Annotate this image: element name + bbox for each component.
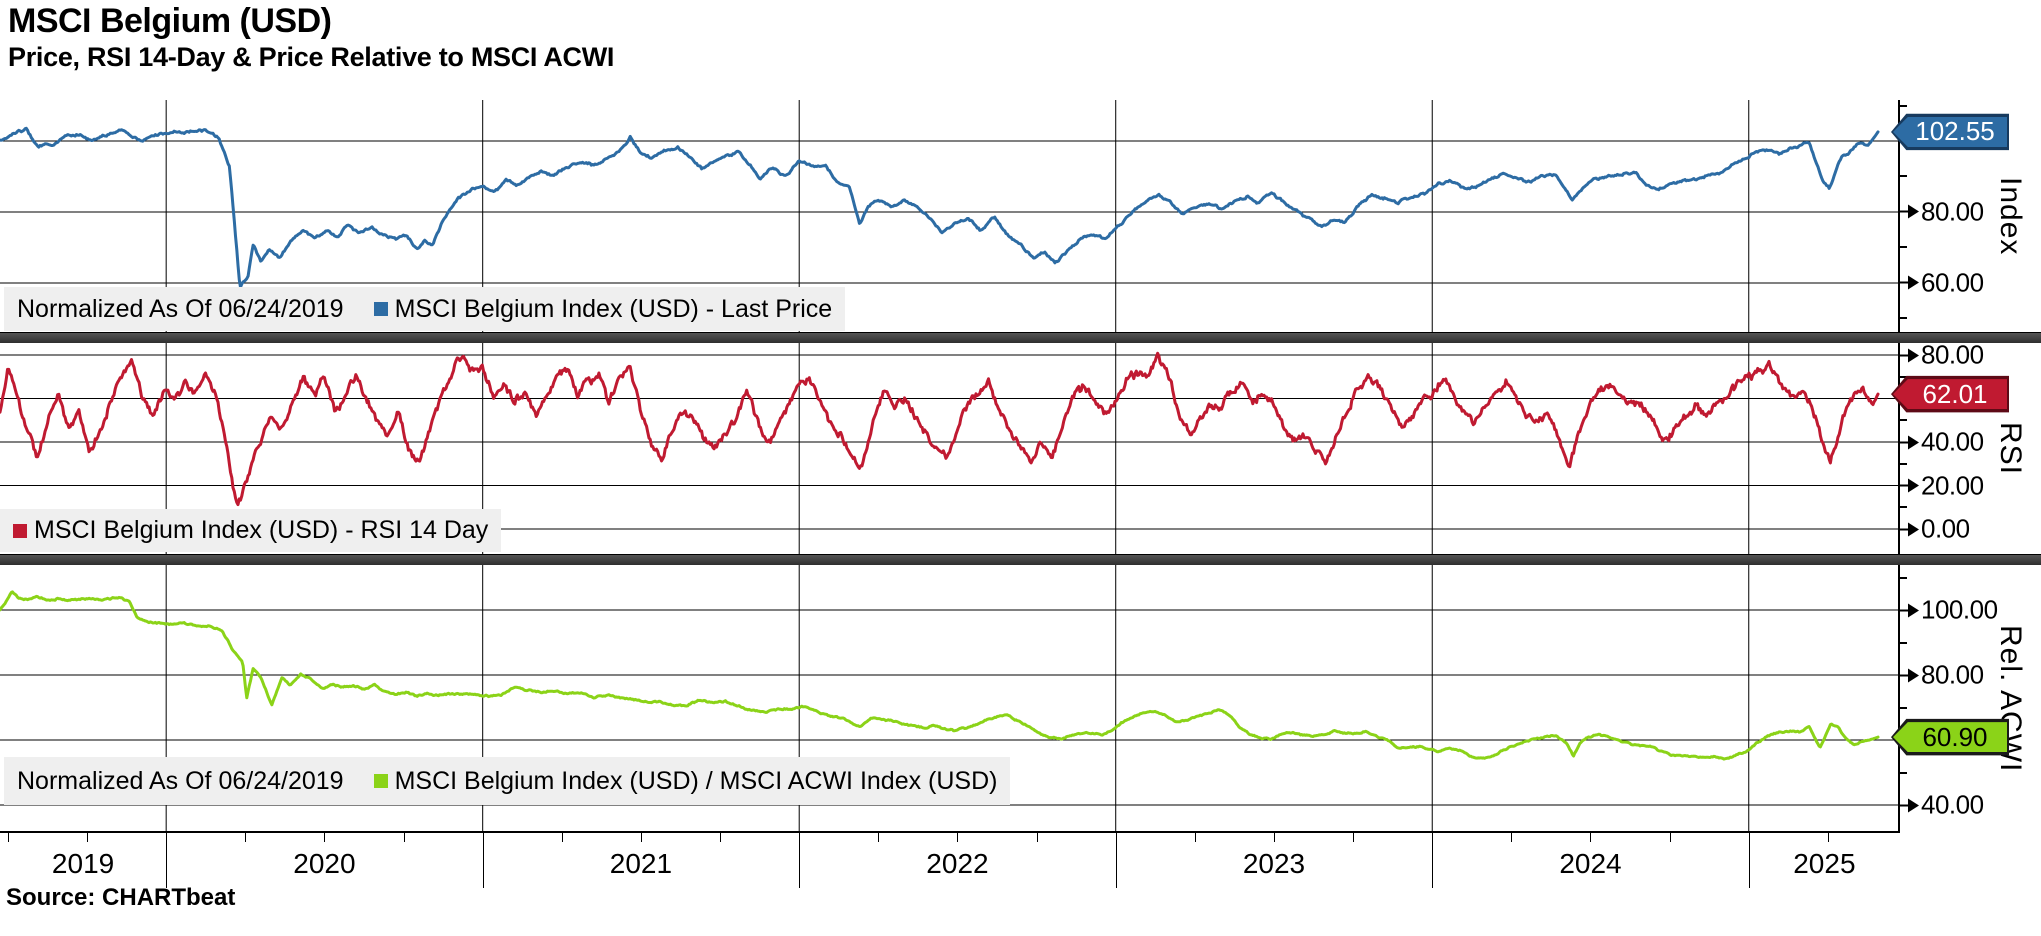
price-series-line — [0, 126, 1880, 289]
tick-arrow-icon — [1908, 204, 1919, 219]
y-minor-tick — [1900, 317, 1907, 320]
price-legend: Normalized As Of 06/24/2019 MSCI Belgium … — [4, 287, 846, 331]
quarter-tick — [1194, 833, 1196, 842]
y-tick-label: 20.00 — [1900, 470, 1984, 501]
quarter-tick — [1827, 833, 1829, 842]
quarter-tick — [720, 833, 722, 842]
last-value-badge-price: 102.55 — [1891, 113, 2009, 151]
quarter-tick — [1511, 833, 1513, 842]
panel-separator — [0, 554, 2041, 565]
quarter-tick — [245, 833, 247, 842]
x-axis-year-label: 2020 — [293, 848, 356, 879]
tick-arrow-icon — [1908, 522, 1919, 536]
quarter-tick — [1748, 833, 1750, 842]
year-boundary-tick — [1748, 833, 1750, 888]
y-tick-label: 80.00 — [1900, 196, 1984, 227]
relative-legend: Normalized As Of 06/24/2019 MSCI Belgium … — [4, 757, 1011, 805]
tick-arrow-icon — [1908, 275, 1919, 290]
quarter-tick — [561, 833, 563, 842]
normalized-note: Normalized As Of 06/24/2019 — [17, 294, 344, 323]
y-tick-label: 80.00 — [1900, 340, 1984, 371]
rsi-series-label: MSCI Belgium Index (USD) - RSI 14 Day — [34, 516, 489, 544]
quarter-tick — [1353, 833, 1355, 842]
quarter-tick — [1432, 833, 1434, 842]
y-minor-tick — [1900, 771, 1907, 774]
x-axis-year-label: 2022 — [926, 848, 989, 879]
source-note: Source: CHARTbeat — [6, 884, 236, 911]
quarter-tick — [799, 833, 801, 842]
y-minor-tick — [1900, 375, 1907, 378]
year-boundary-tick — [482, 833, 484, 888]
tick-arrow-icon — [1908, 348, 1919, 362]
rsi-axis-title: RSI — [1994, 422, 2027, 476]
normalized-note: Normalized As Of 06/24/2019 — [17, 766, 344, 795]
badge-label: 62.01 — [1893, 379, 2007, 410]
red-series-swatch — [13, 523, 27, 538]
relative-series-label: MSCI Belgium Index (USD) / MSCI ACWI Ind… — [394, 766, 998, 795]
index-axis-title: Index — [1994, 177, 2027, 256]
year-boundary-tick — [166, 833, 168, 888]
quarter-tick — [957, 833, 959, 842]
quarter-tick — [324, 833, 326, 842]
x-axis-year-label: 2019 — [51, 848, 115, 879]
price-panel-plot — [0, 100, 1900, 333]
tick-arrow-icon — [1908, 668, 1919, 683]
quarter-tick — [1115, 833, 1117, 842]
y-minor-tick — [1900, 506, 1907, 509]
tick-arrow-icon — [1908, 478, 1919, 493]
y-minor-tick — [1900, 706, 1907, 709]
y-tick-label: 40.00 — [1900, 790, 1984, 821]
x-axis-year-label: 2021 — [609, 848, 673, 879]
y-tick-label: 0.00 — [1900, 514, 1970, 545]
badge-label: 102.55 — [1893, 116, 2007, 147]
y-tick-label: 100.00 — [1900, 595, 1998, 626]
y-tick-label: 60.00 — [1900, 267, 1984, 298]
y-minor-tick — [1900, 641, 1907, 644]
price-series-label: MSCI Belgium Index (USD) - Last Price — [394, 294, 833, 323]
quarter-tick — [403, 833, 405, 842]
last-value-badge-relative: 60.90 — [1891, 718, 2009, 756]
y-minor-tick — [1900, 462, 1907, 465]
y-minor-tick — [1900, 104, 1907, 107]
y-tick-label: 80.00 — [1900, 660, 1984, 691]
page-title: MSCI Belgium (USD) — [8, 2, 332, 40]
relative-series-line — [0, 590, 1880, 761]
x-axis-year-label: 2025 — [1793, 848, 1856, 879]
page-subtitle: Price, RSI 14-Day & Price Relative to MS… — [8, 42, 615, 72]
rsi-series-line — [0, 351, 1880, 507]
year-boundary-tick — [1115, 833, 1117, 888]
rsi-legend: MSCI Belgium Index (USD) - RSI 14 Day — [0, 509, 502, 552]
green-series-swatch — [373, 774, 388, 788]
tick-arrow-icon — [1908, 435, 1919, 449]
y-minor-tick — [1900, 246, 1907, 249]
quarter-tick — [878, 833, 880, 842]
y-tick-label: 40.00 — [1900, 427, 1984, 458]
quarter-tick — [640, 833, 642, 842]
quarter-tick — [1590, 833, 1592, 842]
quarter-tick — [87, 833, 89, 842]
quarter-tick — [7, 833, 9, 842]
relacwi-axis-title: Rel. ACWI — [1994, 625, 2027, 773]
quarter-tick — [482, 833, 484, 842]
footer: MXBE Index (MSCI Belgium Index) MSCI Bel… — [0, 913, 2041, 936]
x-axis-year-label: 2024 — [1559, 848, 1622, 879]
year-boundary-tick — [799, 833, 801, 888]
rsi-panel-plot — [0, 343, 1900, 555]
panel-separator — [0, 332, 2041, 343]
tick-arrow-icon — [1908, 798, 1919, 813]
quarter-tick — [166, 833, 168, 842]
badge-label: 60.90 — [1893, 722, 2007, 753]
blue-series-swatch — [373, 302, 388, 316]
y-minor-tick — [1900, 175, 1907, 178]
year-boundary-tick — [1432, 833, 1434, 888]
tick-arrow-icon — [1908, 603, 1919, 618]
last-value-badge-rsi: 62.01 — [1891, 375, 2009, 413]
quarter-tick — [1669, 833, 1671, 842]
quarter-tick — [1036, 833, 1038, 842]
quarter-tick — [1273, 833, 1275, 842]
x-axis-year-label: 2023 — [1242, 848, 1306, 879]
y-minor-tick — [1900, 576, 1907, 579]
y-minor-tick — [1900, 419, 1907, 422]
